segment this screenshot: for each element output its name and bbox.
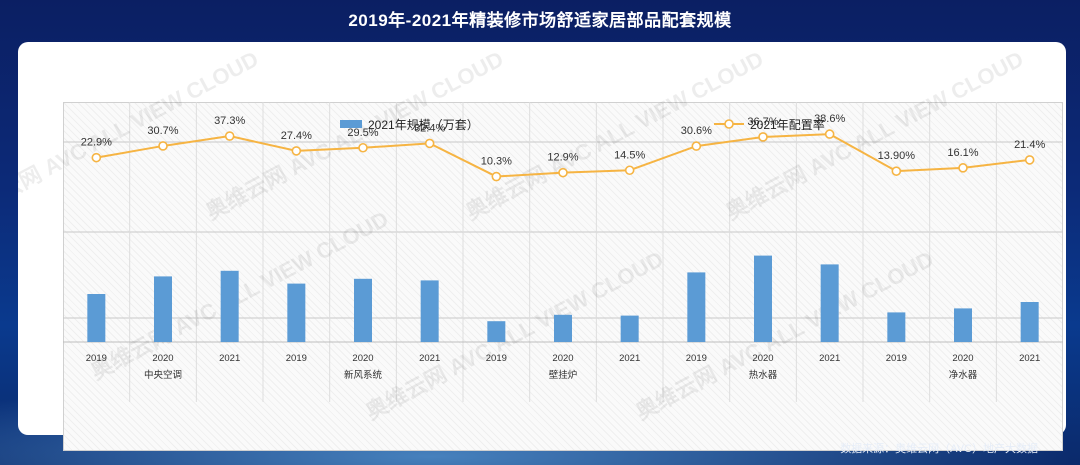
category-label: 热水器 — [749, 369, 778, 381]
rate-point — [491, 171, 502, 182]
rate-label: 13.90% — [878, 150, 916, 162]
rate-point — [558, 167, 568, 178]
x-tick-label: 2020 — [352, 353, 373, 364]
rate-point — [691, 141, 702, 151]
category-label: 中央空调 — [144, 369, 182, 381]
x-tick-label: 2020 — [952, 353, 973, 364]
rate-label: 30.6% — [681, 125, 712, 137]
x-tick-label: 2019 — [286, 353, 307, 364]
bar-2021 — [620, 315, 639, 342]
watermark: 奥维云网 AVC ALL VIEW CLOUD — [461, 46, 767, 225]
bar-2021 — [820, 264, 839, 342]
rate-label: 36.7% — [747, 116, 778, 128]
rate-label: 37.3% — [214, 115, 245, 127]
rate-point — [824, 129, 835, 139]
legend-bar-swatch — [340, 120, 362, 128]
x-tick-label: 2020 — [552, 353, 573, 364]
bar-2020 — [354, 278, 372, 342]
rate-point — [158, 141, 168, 151]
x-tick-label: 2021 — [219, 353, 240, 364]
bar-2020 — [954, 308, 972, 342]
bar-2021 — [420, 280, 439, 342]
bar-2020 — [554, 314, 572, 342]
legend-line-marker — [724, 119, 734, 129]
rate-point — [1024, 155, 1035, 165]
rate-point — [224, 131, 235, 141]
x-tick-label: 2020 — [752, 353, 773, 364]
x-tick-label: 2021 — [1019, 353, 1040, 364]
bar-2019 — [287, 283, 306, 342]
chart-card: 奥维云网 AVC ALL VIEW CLOUD 奥维云网 AVC ALL VIEW… — [18, 42, 1066, 451]
category-label: 新风系统 — [344, 369, 383, 381]
rate-point — [91, 152, 102, 163]
x-tick-label: 2019 — [86, 353, 107, 364]
rate-label: 30.7% — [147, 125, 178, 137]
page-title: 2019年-2021年精装修市场舒适家居部品配套规模 — [348, 11, 732, 30]
legend-bar-label: 2021年规模（万套） — [368, 117, 479, 132]
x-tick-label: 2020 — [152, 353, 173, 364]
rate-point — [624, 165, 635, 176]
rate-label: 29.5% — [347, 127, 378, 139]
bar-2020 — [154, 276, 172, 342]
rate-point — [891, 166, 902, 176]
rate-label: 14.5% — [614, 149, 645, 161]
bar-2021 — [1020, 302, 1039, 342]
category-label: 壁挂炉 — [549, 369, 578, 381]
bar-2019 — [887, 312, 906, 342]
rate-point — [291, 146, 302, 156]
x-tick-label: 2021 — [619, 353, 640, 364]
x-tick-label: 2019 — [486, 353, 507, 364]
rate-point — [958, 163, 968, 173]
x-tick-label: 2019 — [886, 353, 907, 364]
bar-2021 — [220, 270, 239, 342]
rate-label: 16.1% — [947, 147, 978, 159]
x-tick-label: 2021 — [419, 353, 440, 364]
rate-label: 32.4% — [414, 122, 445, 134]
category-label: 净水器 — [949, 369, 978, 381]
source-note: 数据来源：奥维云网（AVC）地产大数据 — [840, 443, 1038, 455]
rate-point — [758, 132, 768, 142]
bar-2019 — [687, 272, 706, 342]
rate-point — [358, 142, 368, 153]
rate-point — [424, 138, 435, 149]
bar-2019 — [487, 321, 506, 342]
legend-line-label: 2021年配置率 — [750, 117, 825, 132]
rate-label: 12.9% — [547, 152, 578, 164]
x-tick-label: 2021 — [819, 353, 840, 364]
bar-2019 — [87, 294, 106, 342]
rate-label: 10.3% — [481, 156, 512, 168]
x-tick-label: 2019 — [686, 353, 707, 364]
bar-2020 — [754, 255, 772, 342]
rate-label: 22.9% — [81, 137, 112, 149]
rate-label: 27.4% — [281, 130, 312, 142]
rate-label: 38.6% — [814, 113, 845, 125]
rate-label: 21.4% — [1014, 139, 1045, 151]
